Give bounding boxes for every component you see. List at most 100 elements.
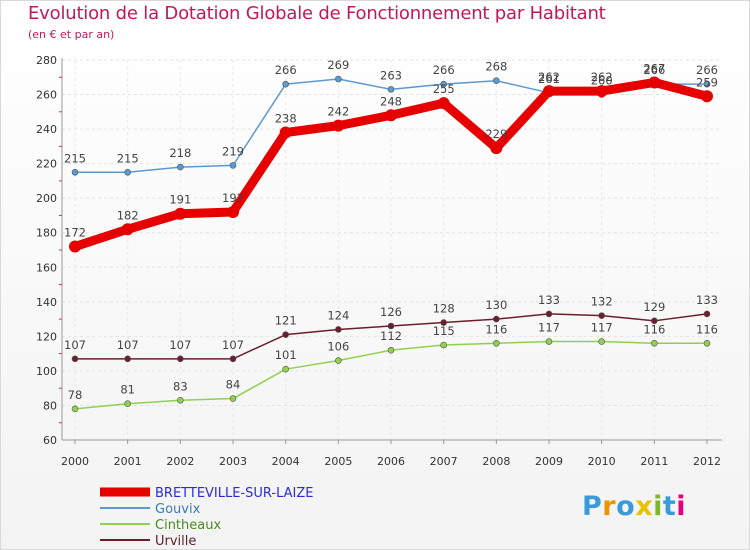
y-tick-label: 180 [36, 227, 57, 240]
x-tick-label: 2004 [272, 455, 300, 468]
data-point [335, 75, 342, 83]
y-tick-label: 60 [43, 434, 57, 447]
data-point [335, 326, 342, 333]
data-label: 268 [485, 60, 507, 74]
data-point [490, 142, 503, 155]
chart-title: Evolution de la Dotation Globale de Fonc… [28, 3, 606, 24]
data-label: 128 [433, 302, 455, 316]
data-label: 215 [117, 151, 139, 165]
data-point [387, 322, 395, 330]
data-point [229, 162, 237, 169]
x-tick-label: 2008 [482, 455, 510, 468]
data-label: 248 [380, 94, 402, 108]
data-label: 81 [120, 383, 135, 397]
data-point [124, 400, 131, 408]
data-point [177, 396, 184, 404]
data-point [545, 310, 553, 318]
data-point [440, 341, 447, 349]
data-label: 172 [64, 226, 86, 240]
logo-letter: P [582, 491, 603, 522]
data-label: 260 [591, 74, 613, 88]
data-point [701, 90, 713, 103]
data-point [651, 317, 658, 325]
y-tick-label: 100 [36, 365, 57, 378]
data-label: 117 [591, 321, 613, 335]
grid-lines [62, 59, 722, 441]
y-tick-label: 260 [36, 89, 57, 102]
data-label: 191 [169, 193, 191, 207]
data-label: 83 [173, 379, 188, 393]
logo-letter: o [616, 491, 636, 522]
x-tick-label: 2006 [377, 455, 405, 468]
data-point [440, 319, 447, 326]
data-label: 219 [222, 144, 244, 158]
data-label: 78 [68, 388, 83, 402]
data-point [121, 223, 134, 236]
data-label: 116 [696, 322, 718, 336]
data-point [229, 355, 237, 363]
data-point [493, 339, 500, 347]
data-label: 106 [327, 340, 349, 354]
data-label: 267 [643, 61, 665, 75]
data-point [651, 339, 658, 347]
data-label: 182 [117, 208, 139, 222]
logo-letter: i [676, 491, 687, 522]
data-point [124, 355, 131, 363]
data-label: 126 [380, 305, 402, 319]
data-label: 261 [538, 72, 560, 86]
x-tick-label: 2000 [61, 455, 89, 468]
data-point [335, 357, 342, 364]
data-point [282, 80, 289, 88]
data-point [227, 206, 239, 218]
data-label: 132 [591, 295, 613, 309]
x-tick-label: 2012 [693, 455, 721, 468]
x-tick-label: 2011 [640, 455, 668, 468]
y-tick-label: 220 [36, 158, 57, 171]
data-label: 115 [433, 324, 455, 338]
logo-letter: i [653, 491, 663, 522]
data-label: 266 [275, 63, 297, 77]
y-tick-label: 280 [36, 54, 57, 67]
y-tick-label: 140 [36, 296, 57, 309]
data-point [598, 338, 605, 345]
data-label: 255 [433, 82, 455, 96]
data-label: 121 [275, 314, 297, 328]
data-point [595, 85, 608, 98]
data-point [174, 207, 187, 220]
data-point [543, 85, 555, 98]
data-label: 266 [433, 63, 455, 77]
chart-subtitle: (en € et par an) [28, 28, 115, 41]
data-label: 192 [222, 191, 244, 205]
data-label: 263 [380, 68, 402, 82]
x-tick-label: 2002 [166, 455, 194, 468]
series-lines [69, 75, 713, 413]
data-point [703, 339, 711, 347]
data-point [437, 97, 450, 110]
legend-label: BRETTEVILLE-SUR-LAIZE [155, 486, 314, 501]
data-point [282, 331, 289, 338]
data-point [71, 405, 79, 413]
data-point [387, 346, 395, 354]
data-label: 101 [275, 348, 297, 362]
x-tick-label: 2009 [535, 455, 563, 468]
x-tick-label: 2003 [219, 455, 247, 468]
data-label: 262 [538, 70, 560, 84]
data-point [279, 126, 292, 139]
data-point [493, 315, 500, 323]
data-label: 112 [380, 329, 402, 343]
data-label: 262 [591, 70, 613, 84]
data-label: 259 [696, 75, 718, 89]
legend: BRETTEVILLE-SUR-LAIZEGouvixCintheauxUrvi… [100, 486, 314, 549]
data-point [124, 168, 131, 176]
data-label: 107 [222, 338, 244, 352]
data-label: 133 [696, 293, 718, 307]
data-point [703, 80, 711, 88]
logo-letter: t [662, 491, 677, 522]
data-point [69, 240, 81, 253]
data-point [648, 76, 661, 89]
axes: 60 80 100 120 140 160 180 200 220 240 260 280 2000 20… [36, 54, 722, 468]
data-label: 266 [643, 63, 665, 77]
data-point [545, 338, 553, 345]
logo-letter: x [635, 491, 654, 522]
